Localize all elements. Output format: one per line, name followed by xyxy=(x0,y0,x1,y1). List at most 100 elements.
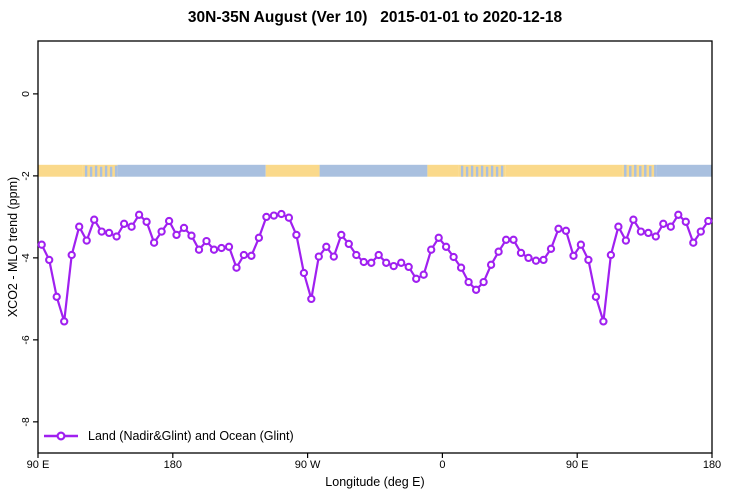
data-point xyxy=(142,217,151,226)
band-speckle xyxy=(629,165,632,177)
y-axis-title: XCO2 - MLO trend (ppm) xyxy=(6,176,20,318)
data-point xyxy=(486,260,496,269)
data-point xyxy=(60,317,69,326)
data-line xyxy=(40,212,710,323)
data-point xyxy=(82,236,91,245)
data-point xyxy=(397,258,406,267)
data-point xyxy=(606,250,616,260)
data-point xyxy=(164,216,174,226)
band-speckle xyxy=(495,166,499,177)
data-point xyxy=(419,270,428,279)
data-point xyxy=(546,244,556,253)
data-point xyxy=(75,222,84,231)
data-point xyxy=(666,222,675,231)
band-speckle xyxy=(460,165,464,177)
data-point xyxy=(52,292,61,301)
data-point xyxy=(37,240,46,249)
data-point xyxy=(90,215,99,224)
band-speckle xyxy=(99,166,103,177)
data-point xyxy=(464,277,473,287)
band-speckle xyxy=(104,165,108,177)
x-tick-label: 90 E xyxy=(26,459,50,471)
data-point xyxy=(112,232,121,241)
y-tick-label: 0 xyxy=(20,90,32,97)
data-point xyxy=(554,224,563,233)
data-point xyxy=(299,268,309,278)
data-point xyxy=(681,217,690,226)
data-point xyxy=(427,245,436,254)
data-point xyxy=(217,243,226,253)
y-tick-label: -2 xyxy=(20,171,32,181)
data-point xyxy=(636,227,646,236)
band-speckle xyxy=(654,164,657,177)
data-point xyxy=(501,235,511,244)
band-speckle xyxy=(470,165,474,177)
data-point xyxy=(314,252,323,261)
data-point xyxy=(479,277,488,287)
y-tick-label: -4 xyxy=(20,253,32,263)
data-point xyxy=(704,216,713,226)
data-point xyxy=(209,245,219,254)
data-point xyxy=(247,251,256,260)
band-speckle xyxy=(475,166,479,177)
data-point xyxy=(539,255,548,265)
legend-label: Land (Nadir&Glint) and Ocean (Glint) xyxy=(88,429,294,443)
band-speckle xyxy=(109,166,113,177)
chart-title: 30N-35N August (Ver 10) 2015-01-01 to 20… xyxy=(187,9,563,26)
x-tick-label: 90 W xyxy=(294,459,321,471)
data-point xyxy=(45,255,54,265)
data-point xyxy=(97,227,106,236)
data-point xyxy=(149,238,159,247)
data-point xyxy=(569,251,578,260)
band-segment-land xyxy=(38,164,83,177)
band-speckle xyxy=(114,165,118,177)
data-point xyxy=(202,236,211,246)
band-speckle xyxy=(649,165,652,177)
band-segment-ocean xyxy=(319,164,428,177)
x-tick-label: 0 xyxy=(439,459,446,471)
data-point xyxy=(561,226,571,235)
data-point xyxy=(644,228,653,238)
data-point xyxy=(412,274,421,283)
data-point xyxy=(367,258,376,267)
data-point xyxy=(224,242,234,251)
band-speckle xyxy=(89,166,93,177)
data-point xyxy=(134,210,144,219)
data-point xyxy=(254,233,264,242)
data-point xyxy=(471,285,481,294)
data-point xyxy=(389,261,398,271)
data-point xyxy=(441,242,451,251)
data-point xyxy=(576,240,586,249)
data-point xyxy=(119,219,129,228)
data-point xyxy=(494,247,503,256)
data-point xyxy=(524,253,533,263)
data-point xyxy=(531,256,541,265)
band-segment-land xyxy=(427,164,459,177)
data-point xyxy=(292,230,301,240)
data-point xyxy=(651,232,660,241)
data-point xyxy=(104,228,114,238)
band-speckle xyxy=(480,165,484,177)
data-point xyxy=(674,210,683,219)
data-point xyxy=(352,250,361,260)
y-tick-label: -8 xyxy=(20,417,32,427)
data-point xyxy=(456,263,466,272)
data-point xyxy=(599,317,608,326)
data-point xyxy=(187,231,196,240)
data-point xyxy=(307,294,316,304)
band-speckle xyxy=(624,164,627,177)
data-point xyxy=(584,255,593,265)
data-point xyxy=(127,222,136,231)
data-point xyxy=(382,258,391,267)
x-tick-label: 180 xyxy=(163,459,182,471)
x-tick-label: 90 E xyxy=(565,459,589,471)
band-speckle xyxy=(500,165,504,177)
data-point xyxy=(329,252,338,261)
band-speckle xyxy=(634,164,637,177)
data-point xyxy=(659,219,668,228)
data-point xyxy=(262,212,271,222)
plot-border xyxy=(37,40,713,454)
data-point xyxy=(629,215,638,224)
